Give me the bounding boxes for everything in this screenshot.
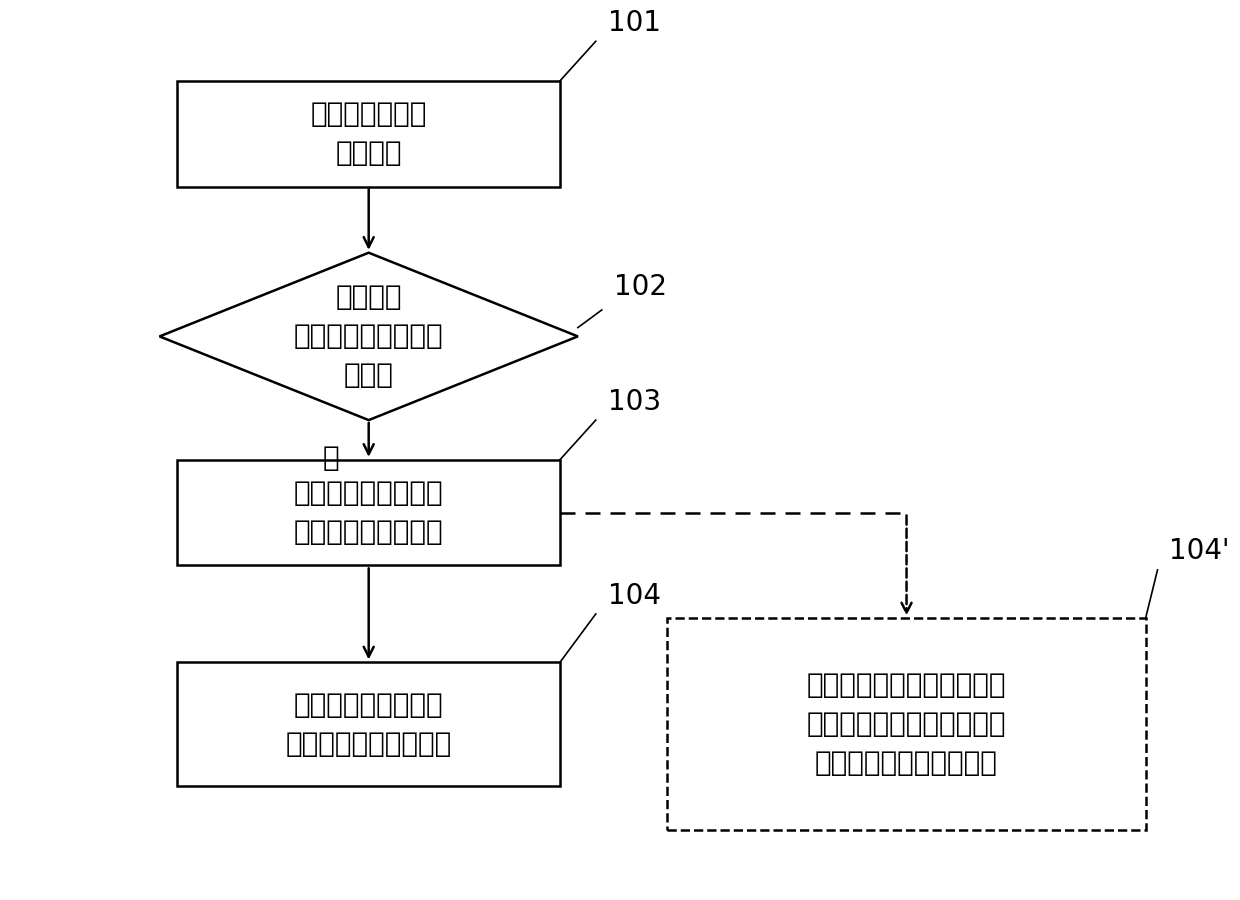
Text: 104': 104' [1169,537,1230,565]
Bar [177,81,560,186]
Bar [667,618,1146,830]
Text: 对集群终端进行
级别设置: 对集群终端进行 级别设置 [310,100,427,167]
Text: 101: 101 [608,9,661,37]
Text: 终端根据
级别判断是否进入连
接状态: 终端根据 级别判断是否进入连 接状态 [294,284,444,390]
Text: 104: 104 [608,581,661,609]
Text: 103: 103 [608,388,661,416]
Text: 是: 是 [322,444,339,472]
Bar [177,460,560,565]
Text: 终端自主触发基站授
权，上报信息给基站。: 终端自主触发基站授 权，上报信息给基站。 [285,690,451,758]
Bar [177,662,560,786]
Polygon shape [160,253,578,420]
Text: 102: 102 [614,274,667,302]
Text: 基站对处于连接状态的终端
进行主动授权，终端使用授
权资源上报信息给基站。: 基站对处于连接状态的终端 进行主动授权，终端使用授 权资源上报信息给基站。 [807,671,1007,777]
Text: 终端发起随机接入请
求，与基站建立连接: 终端发起随机接入请 求，与基站建立连接 [294,479,444,546]
